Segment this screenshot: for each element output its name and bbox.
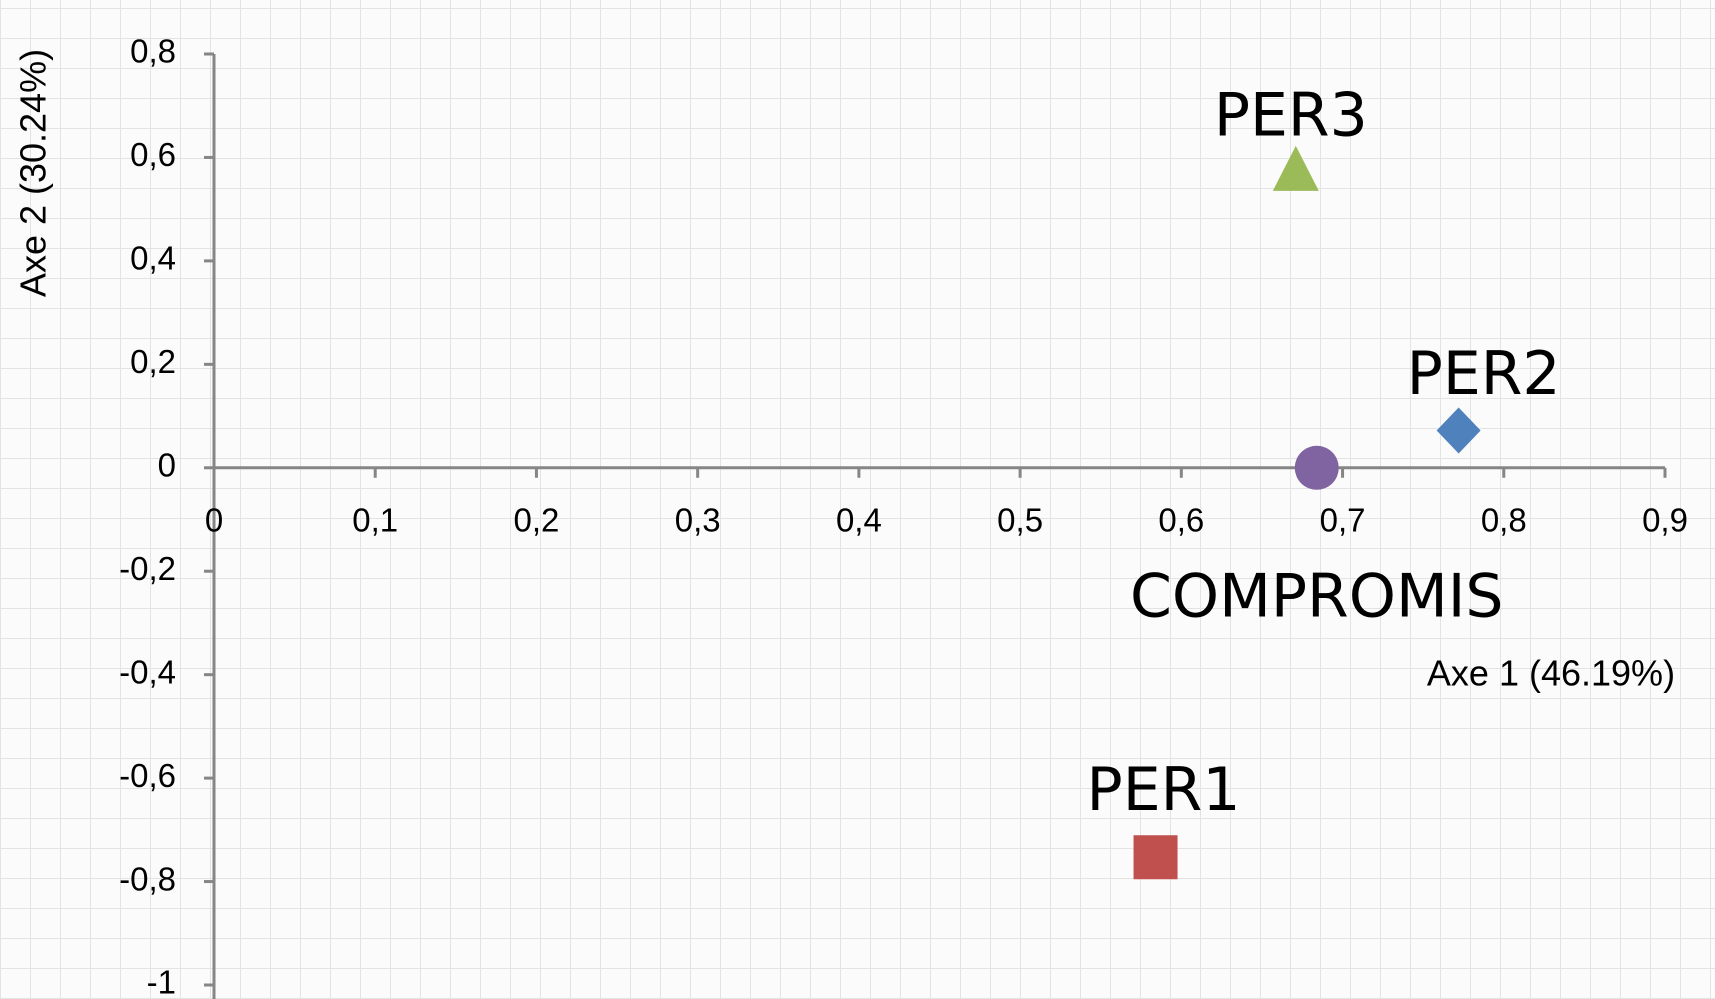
x-tick-label: 0,8 [1481,501,1527,538]
x-tick-label: 0,9 [1642,501,1688,538]
y-tick-label: -0,8 [119,860,176,897]
point-label: PER2 [1407,339,1561,409]
x-tick-label: 0,1 [352,501,398,538]
point-label: PER1 [1087,755,1241,825]
y-tick-label: 0,4 [130,240,176,277]
y-tick-label: -1 [147,964,176,999]
x-tick-label: 0,3 [675,501,721,538]
marker-triangle [1272,145,1319,191]
x-axis-title: Axe 1 (46.19%) [1427,653,1675,694]
x-tick-label: 0,2 [514,501,560,538]
x-tick-label: 0,6 [1158,501,1204,538]
y-tick-label: -0,6 [119,757,176,794]
y-tick-label: -0,4 [119,653,176,690]
x-tick-label: 0,7 [1320,501,1366,538]
point-label: PER3 [1214,80,1368,150]
y-tick-label: -0,2 [119,550,176,587]
marker-diamond [1436,407,1481,454]
y-tick-label: 0 [158,446,176,483]
x-tick-label: 0,4 [836,501,882,538]
x-tick-label: 0 [205,501,223,538]
y-tick-label: 0,8 [130,33,176,70]
y-tick-label: 0,6 [130,136,176,173]
x-tick-label: 0,5 [997,501,1043,538]
marker-circle [1294,445,1339,490]
marker-square [1133,835,1178,880]
point-label: COMPROMIS [1130,561,1504,631]
y-axis-title: Axe 2 (30.24%) [13,49,54,297]
y-tick-label: 0,2 [130,343,176,380]
